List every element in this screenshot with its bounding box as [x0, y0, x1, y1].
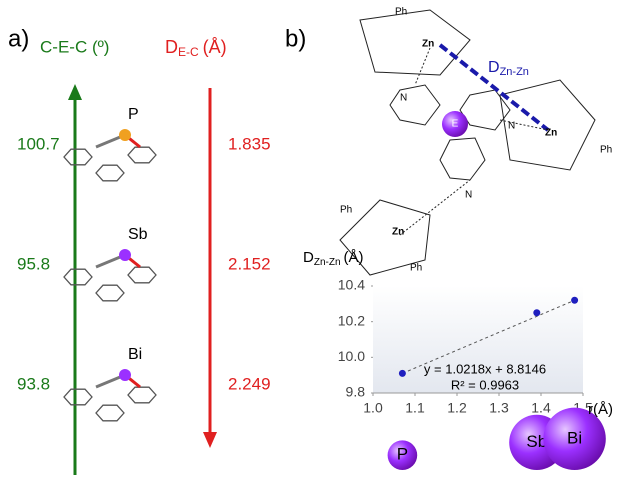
x-tick-label: 1.3: [489, 400, 509, 416]
x-tick-label: 1.4: [531, 400, 551, 416]
atom-sphere: [387, 440, 418, 471]
distance-label: DZn-Zn: [488, 59, 529, 78]
atom: [119, 249, 131, 261]
y-axis-label: DZn-Zn (Å): [303, 249, 364, 268]
atom-label: N: [465, 190, 472, 201]
atom-label: E: [452, 119, 459, 130]
y-tick-label: 10.2: [338, 312, 365, 328]
data-point: [571, 296, 579, 304]
x-axis-label: r(Å): [588, 401, 613, 418]
data-point: [533, 309, 541, 317]
ring: [63, 148, 93, 166]
x-tick-label: 1.1: [405, 400, 425, 416]
angle-value: 100.7: [17, 134, 60, 153]
ring: [127, 386, 157, 404]
angle-header: C-E-C (º): [40, 37, 109, 56]
arrowhead: [203, 432, 217, 448]
atom-label: N: [508, 121, 515, 132]
panel-label: a): [8, 25, 29, 52]
y-tick-label: 10.4: [338, 277, 365, 293]
equation: y = 1.0218x + 8.8146: [424, 361, 546, 376]
r-squared: R² = 0.9963: [451, 377, 519, 392]
atom-label: N: [400, 93, 407, 104]
atom-label: Zn: [392, 227, 404, 238]
ring: [95, 404, 125, 422]
angle-value: 95.8: [17, 254, 50, 273]
ring: [127, 266, 157, 284]
atom-sphere: [543, 407, 606, 470]
ring: [95, 164, 125, 182]
x-tick-label: 1.0: [363, 400, 383, 416]
atom-label: Bi: [567, 428, 582, 447]
element-label: Bi: [128, 346, 142, 363]
y-tick-label: 9.8: [346, 384, 366, 400]
element-label: Sb: [128, 226, 148, 243]
atom: [119, 129, 131, 141]
trendline: [402, 299, 575, 374]
distance-value: 1.835: [228, 134, 271, 153]
ring: [63, 268, 93, 286]
molecule: [339, 9, 596, 276]
distance-value: 2.152: [228, 254, 271, 273]
arrowhead: [68, 84, 82, 100]
y-axis-label-part: (Å): [344, 249, 364, 266]
y-axis-label-part: D: [303, 249, 314, 266]
molecule-fragment: [63, 373, 157, 422]
atom-label: Zn: [422, 39, 434, 50]
atom-sphere: [442, 111, 468, 137]
molecule-fragment: [63, 133, 157, 182]
atom: [119, 369, 131, 381]
atom-label: Ph: [340, 205, 352, 216]
data-point: [398, 369, 406, 377]
y-axis-label-part: Zn-Zn: [314, 257, 341, 268]
distance-value: 2.249: [228, 374, 271, 393]
element-label: P: [128, 106, 139, 123]
atom-label: P: [397, 445, 408, 464]
molecule-fragment: [63, 253, 157, 302]
x-tick-label: 1.2: [447, 400, 467, 416]
ring: [95, 284, 125, 302]
atom-label: Ph: [600, 145, 612, 156]
atom-label: Zn: [545, 128, 557, 139]
plot-area: [373, 286, 583, 393]
ring: [63, 388, 93, 406]
angle-value: 93.8: [17, 374, 50, 393]
distance-header: DE-C (Å): [165, 37, 227, 59]
y-tick-label: 10.0: [338, 348, 365, 364]
atom-label: Ph: [395, 7, 407, 18]
atom-label: Ph: [410, 263, 422, 274]
atom-label: Sb: [526, 432, 547, 451]
panel-label: b): [285, 25, 306, 52]
ring: [127, 146, 157, 164]
